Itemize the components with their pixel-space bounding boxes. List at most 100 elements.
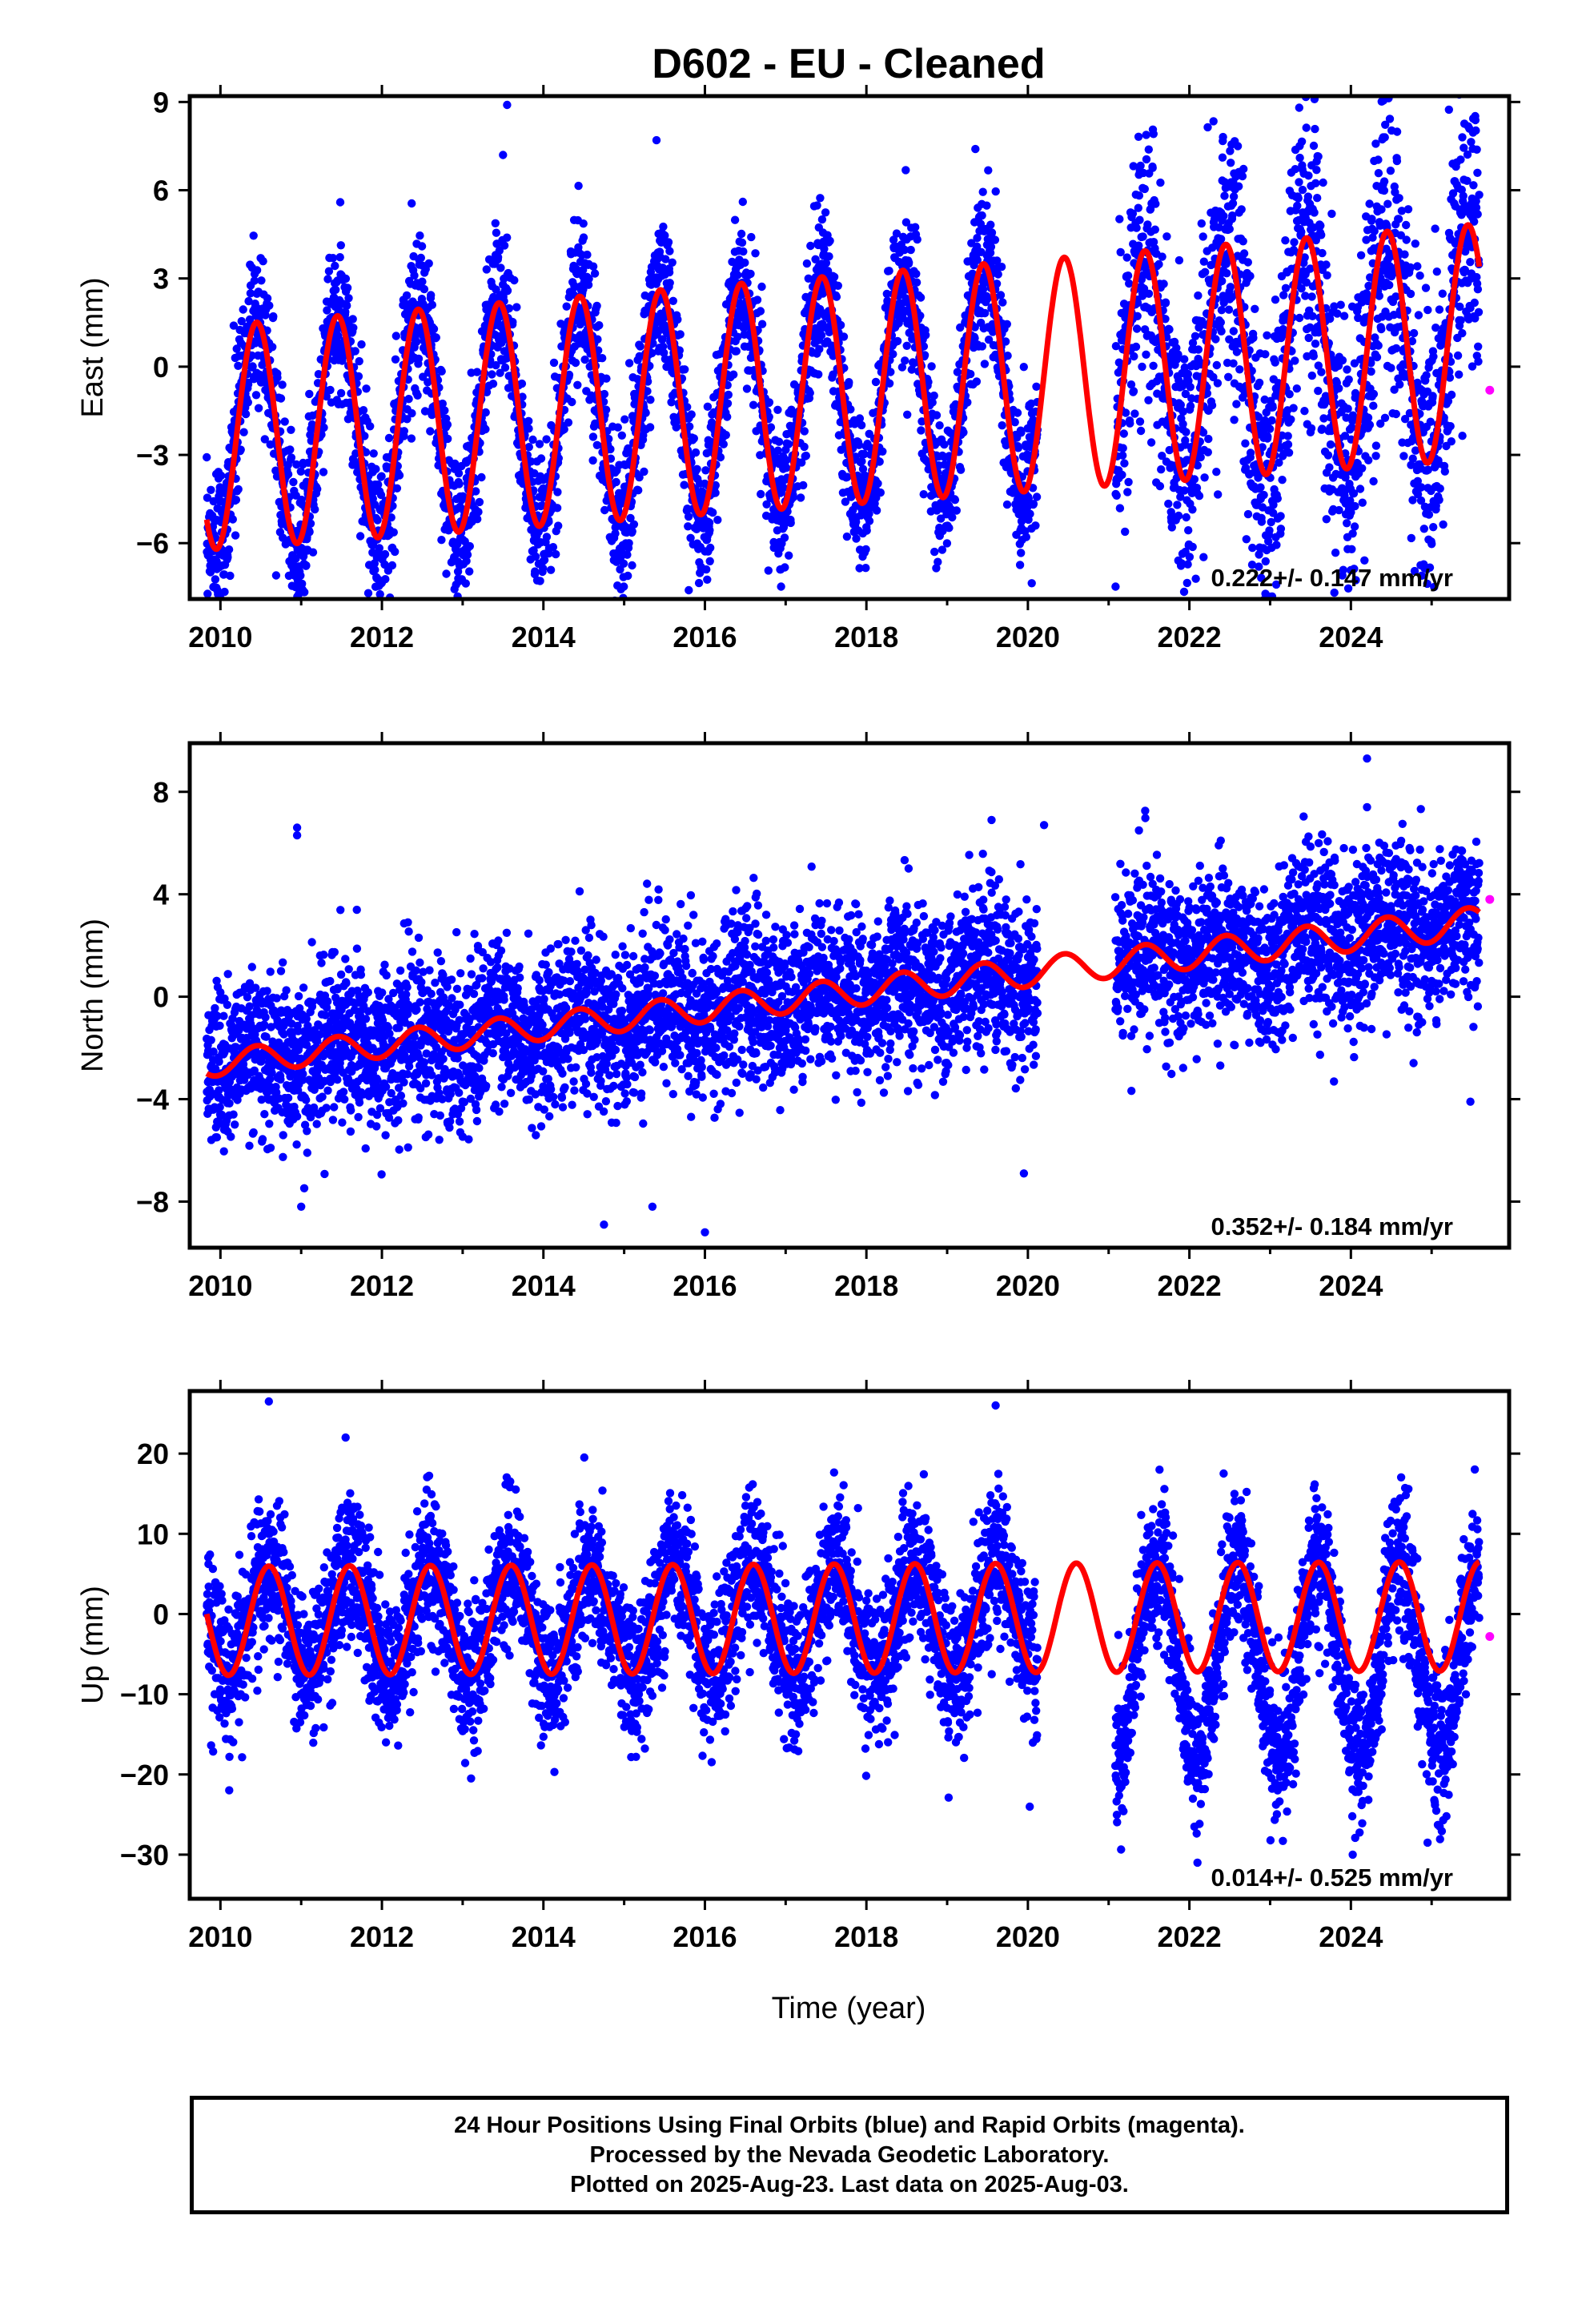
data-point [1339,312,1349,320]
data-point [1229,192,1239,201]
data-point [228,515,237,524]
data-point [852,534,861,543]
data-point [713,516,722,525]
data-point [978,211,986,220]
data-point [562,302,571,311]
data-point [986,243,996,251]
data-point [893,336,902,346]
data-point [298,579,307,589]
data-point [414,354,424,364]
data-point [357,340,366,349]
data-point [369,449,378,458]
data-point [724,390,733,400]
data-point [1010,418,1019,427]
data-point [375,544,383,553]
data-point [374,480,383,489]
data-point [1374,169,1383,178]
data-point [1314,386,1323,396]
data-point [1194,345,1203,354]
data-point [1343,519,1351,528]
data-point [825,236,834,245]
data-point [825,252,833,261]
data-point [362,384,371,393]
data-point [542,435,551,444]
data-point [1001,337,1010,346]
data-point [302,561,311,570]
data-point [472,368,482,376]
data-point [299,603,307,611]
data-point [1174,255,1184,265]
data-point [1159,279,1168,288]
data-point [746,269,755,279]
data-point [437,367,446,376]
data-point [590,269,600,278]
data-point [1218,276,1227,286]
data-point [1130,352,1138,361]
data-point [1216,318,1226,327]
data-point [1312,166,1321,175]
data-point [332,324,342,334]
data-point [799,480,808,490]
data-point [1251,304,1259,313]
data-point [503,233,512,242]
data-point [1115,504,1125,513]
data-point [491,219,500,227]
data-point [986,220,995,229]
data-point [536,454,546,463]
data-point [1118,444,1127,452]
data-point [600,389,609,399]
data-point [876,488,885,497]
data-point [234,485,243,494]
data-point [451,459,460,468]
data-point [234,361,243,370]
data-point [424,259,433,268]
data-point [1149,130,1158,139]
data-point [806,241,815,251]
data-point [361,448,371,456]
data-point [348,315,357,324]
data-point [629,520,639,529]
data-point [488,370,496,379]
data-point [1013,408,1022,417]
data-point [295,641,303,649]
data-point [536,577,544,585]
data-point [1383,199,1392,208]
data-point [472,487,480,496]
data-point [664,238,673,247]
data-point [1235,365,1244,374]
data-point [1235,182,1243,191]
data-point [998,298,1007,307]
data-point [370,603,378,611]
data-point [1352,611,1360,619]
data-point [1131,342,1141,352]
data-point [1298,185,1307,195]
data-point [366,422,375,431]
data-point [620,415,629,424]
data-point [821,208,830,217]
data-point [684,522,693,531]
data-point [1237,205,1246,214]
data-point [1311,179,1320,187]
data-point [283,470,293,479]
data-point [341,274,351,283]
data-point [1305,58,1313,66]
data-point [203,493,212,502]
data-point [902,341,911,350]
data-point [1174,511,1183,521]
data-point [1340,659,1348,667]
data-point [602,374,611,383]
data-point [1257,517,1267,526]
data-point [1259,490,1268,500]
data-point [669,296,677,305]
data-point [319,468,328,476]
data-point [336,241,345,250]
data-point [673,315,682,324]
data-point [1283,432,1292,440]
data-point [1226,283,1235,292]
data-point [1155,481,1165,491]
data-point [1186,401,1195,411]
data-point [716,452,725,462]
data-point [1124,477,1133,487]
data-point [1265,424,1275,433]
